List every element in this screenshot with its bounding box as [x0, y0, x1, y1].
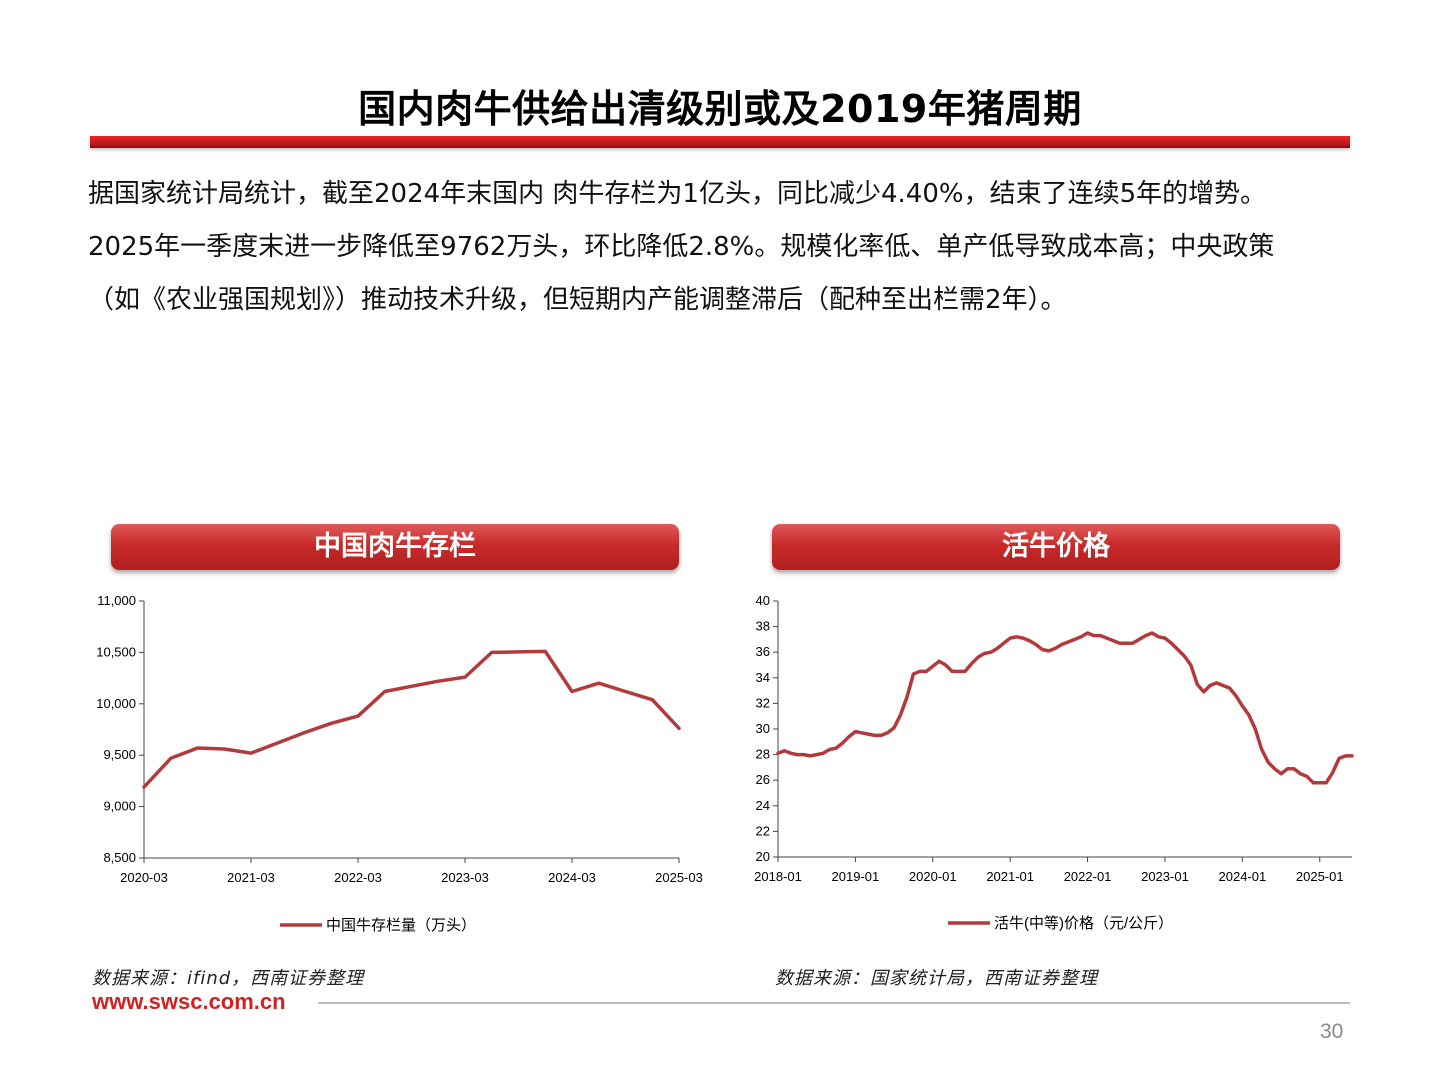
y-tick-label: 40 — [756, 593, 770, 608]
x-tick-label: 2020-03 — [120, 870, 168, 885]
right-source-note: 数据来源：国家统计局，西南证券整理 — [775, 968, 1098, 989]
y-tick-label: 26 — [756, 772, 770, 787]
x-tick-label: 2024-01 — [1219, 869, 1267, 884]
y-tick-label: 10,000 — [96, 696, 136, 711]
y-tick-label: 38 — [756, 619, 770, 634]
y-tick-label: 22 — [756, 823, 770, 838]
cattle-price-chart-svg: 20 22 24 26 28 30 32 34 36 38 40 2018-01 2019-01 2020… — [754, 593, 1354, 932]
y-tick-label: 9,500 — [103, 747, 136, 762]
y-tick-label: 28 — [756, 747, 770, 762]
y-tick-label: 30 — [756, 721, 770, 736]
y-tick-label: 34 — [756, 670, 770, 685]
y-tick-label: 10,500 — [96, 644, 136, 659]
x-tick-label: 2022-03 — [334, 870, 382, 885]
cattle-stock-chart: 8,500 9,000 9,500 10,000 10,500 11,000 2020-03… — [72, 584, 722, 954]
series-line — [776, 631, 1354, 785]
cattle-price-chart: 20 22 24 26 28 30 32 34 36 38 40 2018-01 2019-01 2020… — [735, 584, 1360, 954]
x-tick-label: 2023-01 — [1141, 869, 1189, 884]
y-tick-label: 20 — [756, 849, 770, 864]
y-tick-label: 11,000 — [97, 593, 136, 608]
page-number: 30 — [1320, 1020, 1344, 1043]
x-tick-label: 2021-03 — [227, 870, 275, 885]
x-tick-label: 2018-01 — [754, 869, 802, 884]
y-tick-label: 8,500 — [103, 850, 136, 865]
body-line-2: 2025年一季度末进一步降低至9762万头，环比降低2.8%。规模化率低、单产低… — [88, 232, 1275, 262]
left-chart-header: 中国肉牛存栏 — [111, 524, 679, 570]
title-underline — [90, 136, 1350, 148]
y-tick-label: 24 — [756, 798, 770, 813]
x-tick-label: 2020-01 — [909, 869, 957, 884]
left-source-note: 数据来源：ifind，西南证券整理 — [92, 968, 365, 989]
cattle-stock-chart-svg: 8,500 9,000 9,500 10,000 10,500 11,000 2020-03… — [96, 593, 703, 934]
x-tick-label: 2022-01 — [1064, 869, 1112, 884]
y-tick-label: 9,000 — [103, 799, 136, 814]
footer-divider — [318, 1002, 1350, 1004]
x-tick-label: 2024-03 — [548, 870, 596, 885]
right-chart-header: 活牛价格 — [772, 524, 1340, 570]
x-tick-label: 2025-03 — [655, 870, 703, 885]
legend-label: 活牛(中等)价格（元/公斤） — [994, 914, 1173, 932]
company-website: www.swsc.com.cn — [92, 989, 286, 1014]
page-title: 国内肉牛供给出清级别或及2019年猪周期 — [358, 87, 1082, 131]
x-tick-label: 2025-01 — [1296, 869, 1344, 884]
y-tick-label: 32 — [756, 695, 770, 710]
x-tick-label: 2021-01 — [986, 869, 1034, 884]
series-line — [142, 649, 681, 789]
body-line-3: （如《农业强国规划》）推动技术升级，但短期内产能调整滞后（配种至出栏需2年）。 — [88, 285, 1067, 315]
body-paragraph: 据国家统计局统计，截至2024年末国内 肉牛存栏为1亿头，同比减少4.40%，结… — [88, 168, 1360, 327]
x-tick-label: 2019-01 — [832, 869, 880, 884]
x-tick-label: 2023-03 — [441, 870, 489, 885]
body-line-1: 据国家统计局统计，截至2024年末国内 肉牛存栏为1亿头，同比减少4.40%，结… — [88, 179, 1267, 209]
legend-label: 中国牛存栏量（万头） — [326, 917, 476, 934]
y-tick-label: 36 — [756, 644, 770, 659]
